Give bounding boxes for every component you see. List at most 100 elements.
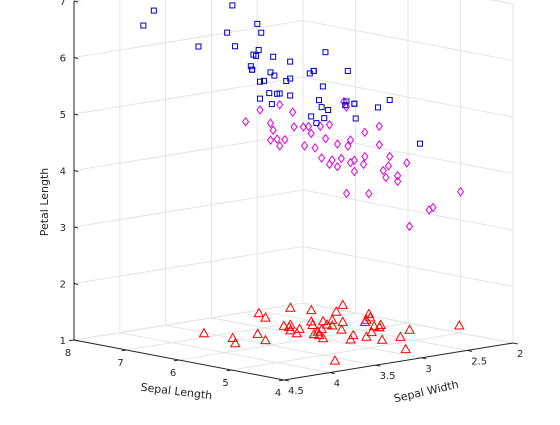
diamond-marker — [393, 170, 402, 181]
triangle-marker — [307, 319, 318, 329]
diamond-marker — [276, 99, 284, 110]
triangle-marker — [283, 321, 295, 331]
diamond-marker — [337, 153, 345, 164]
z-tick-label: 1 — [60, 336, 66, 347]
square-marker — [344, 67, 351, 74]
diamond-marker — [379, 165, 387, 176]
triangle-marker — [305, 315, 317, 326]
square-marker — [150, 7, 157, 14]
diamond-marker — [333, 139, 342, 149]
y-tick-label: 6 — [170, 368, 176, 379]
triangle-marker — [404, 324, 415, 334]
y-tick-label: 4 — [275, 388, 281, 399]
side-wall-grid-line — [302, 246, 514, 287]
y-tick-mark — [121, 349, 127, 352]
diamond-marker — [429, 202, 437, 213]
side-wall-grid-line — [302, 189, 514, 231]
diamond-marker — [311, 143, 319, 153]
square-marker — [287, 58, 294, 65]
triangle-marker — [291, 327, 303, 338]
triangle-marker — [336, 324, 347, 334]
diamond-marker — [361, 127, 369, 138]
diamond-marker — [318, 153, 326, 163]
side-wall-grid-line — [302, 76, 514, 118]
x-tick-mark — [329, 372, 335, 375]
triangle-marker — [252, 328, 263, 338]
square-marker — [224, 29, 231, 36]
diamond-marker — [304, 121, 313, 132]
diamond-marker — [307, 128, 315, 139]
square-marker — [271, 72, 278, 79]
square-marker — [325, 107, 332, 114]
square-marker — [256, 78, 263, 85]
x-tick-mark — [375, 364, 381, 367]
square-marker — [249, 66, 256, 73]
diamond-marker — [386, 151, 394, 162]
diamond-marker — [350, 155, 359, 166]
x-tick-mark — [421, 357, 427, 360]
diamond-marker — [269, 125, 277, 136]
z-axis-label: Petal Length — [38, 168, 51, 237]
diamond-marker — [290, 122, 298, 132]
triangle-marker — [253, 307, 265, 318]
square-marker — [308, 113, 315, 120]
triangle-marker — [363, 308, 375, 318]
back-wall-grid-line — [73, 189, 304, 228]
square-marker — [322, 49, 329, 56]
diamond-marker — [241, 116, 250, 127]
y-tick-mark — [173, 359, 180, 362]
triangle-marker — [308, 328, 320, 339]
triangle-marker — [345, 333, 356, 344]
square-marker — [254, 20, 261, 27]
triangle-marker — [347, 329, 359, 340]
y-tick-label: 5 — [222, 378, 228, 389]
triangle-marker — [337, 316, 349, 326]
triangle-marker — [321, 318, 333, 329]
triangle-marker — [285, 302, 296, 312]
triangle-marker — [313, 329, 325, 340]
square-marker — [283, 78, 290, 85]
triangle-marker — [317, 315, 329, 326]
x-tick-label: 3 — [425, 364, 431, 375]
diamond-marker — [344, 141, 352, 151]
z-tick-mark — [73, 0, 79, 3]
triangle-marker — [337, 299, 349, 309]
square-marker — [266, 90, 273, 97]
square-marker — [374, 104, 381, 111]
diamond-marker — [289, 107, 297, 117]
square-marker — [319, 83, 326, 90]
diamond-marker — [382, 172, 390, 183]
triangle-marker — [364, 311, 376, 322]
square-marker — [267, 69, 274, 76]
z-tick-mark — [73, 339, 79, 342]
square-marker — [195, 43, 202, 50]
diamond-marker — [346, 135, 355, 145]
diamond-marker — [375, 139, 383, 150]
x-tick-label: 2 — [517, 349, 523, 360]
side-wall-grid-line — [302, 20, 514, 61]
diamond-marker — [365, 188, 373, 199]
diamond-marker — [325, 119, 334, 130]
x-tick-label: 2.5 — [471, 356, 487, 367]
diamond-marker — [281, 134, 289, 145]
diamond-marker — [333, 161, 342, 172]
square-marker — [229, 2, 236, 9]
x-tick-label: 3.5 — [380, 371, 396, 382]
square-marker — [313, 120, 320, 127]
diamond-marker — [361, 151, 369, 162]
z-tick-label: 6 — [60, 54, 66, 65]
x-tick-mark — [467, 349, 473, 352]
y-tick-mark — [278, 379, 285, 382]
diamond-marker — [328, 155, 336, 165]
diamond-marker — [266, 135, 275, 146]
y-tick-mark — [68, 339, 75, 342]
square-marker — [255, 46, 262, 53]
diamond-marker — [342, 188, 351, 199]
square-marker — [258, 29, 265, 36]
diamond-marker — [266, 118, 275, 129]
diamond-marker — [405, 221, 414, 232]
triangle-marker — [330, 306, 342, 316]
triangle-marker — [360, 331, 372, 341]
tick-labels: 2 2.5 3 3.5 4 4.5 4 5 6 7 81 2 3 4 5 6 7 — [60, 0, 524, 399]
